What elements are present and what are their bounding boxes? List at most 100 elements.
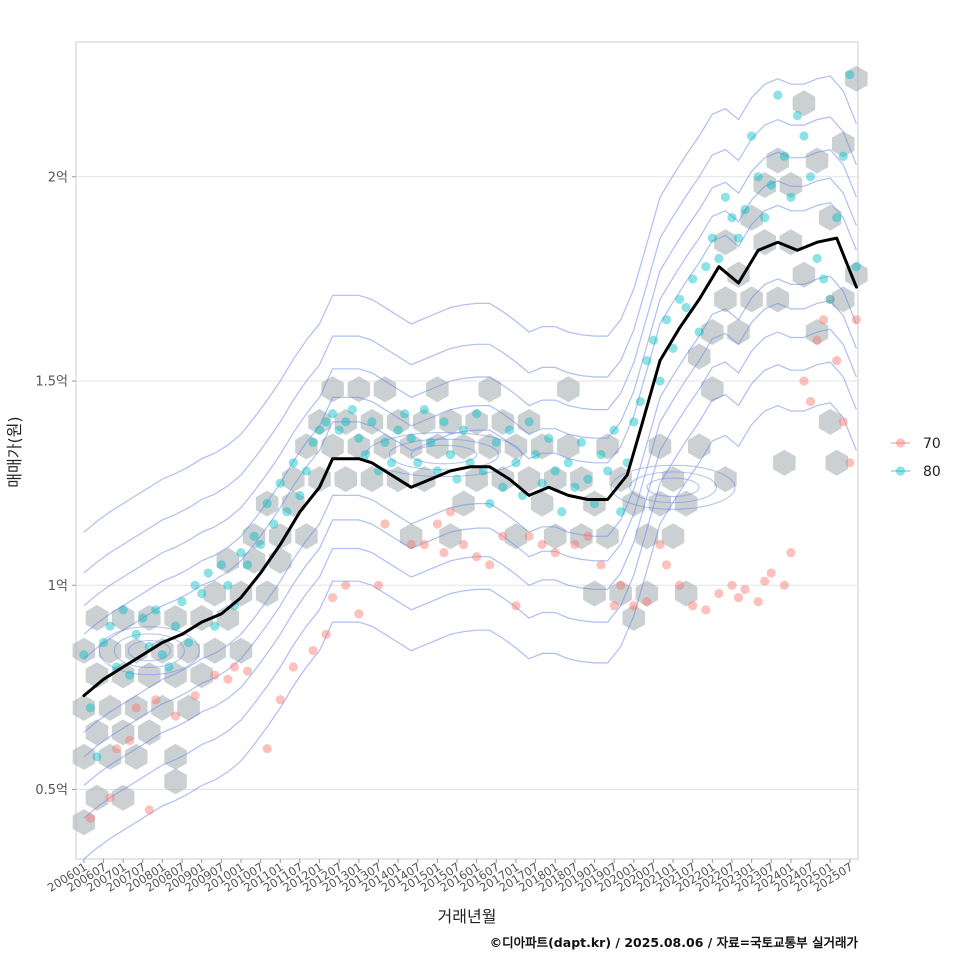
- hexbin: [282, 466, 305, 493]
- hexbin: [792, 90, 816, 117]
- point-70: [288, 662, 298, 672]
- hexbin: [701, 319, 724, 345]
- hexbin: [779, 172, 803, 198]
- point-80: [720, 192, 731, 202]
- point-80: [524, 417, 534, 427]
- point-80: [92, 752, 102, 762]
- hexbin: [648, 490, 672, 517]
- point-80: [819, 274, 829, 284]
- point-70: [485, 560, 495, 570]
- hexbin: [465, 408, 488, 435]
- point-80: [661, 315, 672, 325]
- hexbin: [773, 449, 796, 476]
- point-70: [740, 584, 750, 594]
- point-70: [445, 507, 456, 517]
- point-80: [805, 172, 816, 182]
- point-70: [511, 601, 521, 611]
- point-80: [557, 507, 567, 517]
- point-80: [681, 302, 691, 313]
- hexbin: [832, 131, 855, 158]
- point-80: [655, 376, 665, 386]
- point-80: [773, 90, 783, 100]
- point-80: [328, 409, 338, 419]
- point-70: [223, 674, 233, 684]
- point-80: [354, 433, 364, 443]
- hexbin: [465, 466, 488, 493]
- point-80: [393, 425, 403, 435]
- hexbin: [347, 376, 371, 403]
- hexbin: [570, 466, 593, 493]
- point-80: [675, 294, 685, 304]
- density-contour-ring: [410, 444, 478, 465]
- y-tick-label: 0.5억: [35, 783, 68, 798]
- point-80: [151, 605, 161, 615]
- point-80: [727, 213, 737, 223]
- point-70: [851, 315, 861, 325]
- point-70: [151, 695, 161, 705]
- point-80: [301, 466, 312, 476]
- point-80: [314, 425, 325, 435]
- hexbin: [661, 523, 685, 550]
- hexbin: [177, 637, 200, 664]
- point-80: [602, 466, 613, 476]
- point-80: [688, 274, 698, 284]
- point-70: [380, 519, 390, 529]
- hexbin: [308, 408, 331, 435]
- hexbin: [661, 466, 685, 493]
- point-70: [458, 539, 469, 550]
- density-contour-ring: [629, 471, 718, 504]
- hexbin: [504, 523, 528, 550]
- point-80: [701, 262, 711, 272]
- point-80: [544, 433, 554, 443]
- point-80: [452, 474, 462, 484]
- density-contour: [83, 148, 857, 607]
- point-80: [504, 425, 514, 435]
- point-70: [190, 691, 200, 701]
- point-80: [511, 458, 521, 468]
- density-contour: [83, 361, 857, 819]
- density-contour: [83, 328, 857, 786]
- point-80: [242, 560, 253, 570]
- hexbin: [177, 694, 200, 721]
- point-80: [485, 499, 495, 509]
- point-70: [341, 580, 351, 590]
- point-80: [400, 409, 410, 419]
- hexbin: [203, 637, 226, 664]
- hexbin: [98, 637, 122, 664]
- point-80: [203, 568, 213, 578]
- density-contour: [83, 300, 857, 758]
- point-80: [851, 262, 861, 272]
- point-70: [838, 417, 848, 427]
- point-70: [229, 662, 240, 672]
- hexbin: [714, 229, 737, 256]
- point-70: [439, 548, 449, 558]
- hexbin: [452, 490, 475, 517]
- point-80: [458, 425, 469, 435]
- hexbin: [530, 490, 554, 517]
- point-70: [354, 609, 364, 619]
- point-70: [661, 560, 672, 570]
- caption: ©디아파트(dapt.kr) / 2025.08.06 / 자료=국토교통부 실…: [490, 935, 859, 950]
- point-70: [629, 601, 639, 611]
- point-80: [177, 597, 187, 607]
- point-70: [85, 813, 96, 823]
- point-80: [832, 213, 842, 223]
- density-contour: [83, 75, 857, 533]
- hexbin: [125, 637, 148, 664]
- point-70: [419, 539, 429, 550]
- hexbin: [111, 719, 135, 746]
- point-80: [753, 172, 763, 182]
- x-axis-title: 거래년월: [438, 907, 497, 926]
- point-70: [537, 539, 547, 550]
- point-80: [648, 335, 659, 345]
- point-80: [792, 110, 803, 121]
- point-70: [308, 646, 318, 656]
- point-80: [157, 650, 168, 660]
- point-70: [498, 531, 508, 541]
- point-80: [570, 482, 580, 492]
- point-70: [616, 580, 626, 590]
- point-70: [819, 315, 829, 325]
- point-70: [812, 335, 822, 345]
- hexbin: [701, 376, 724, 403]
- point-80: [138, 613, 148, 623]
